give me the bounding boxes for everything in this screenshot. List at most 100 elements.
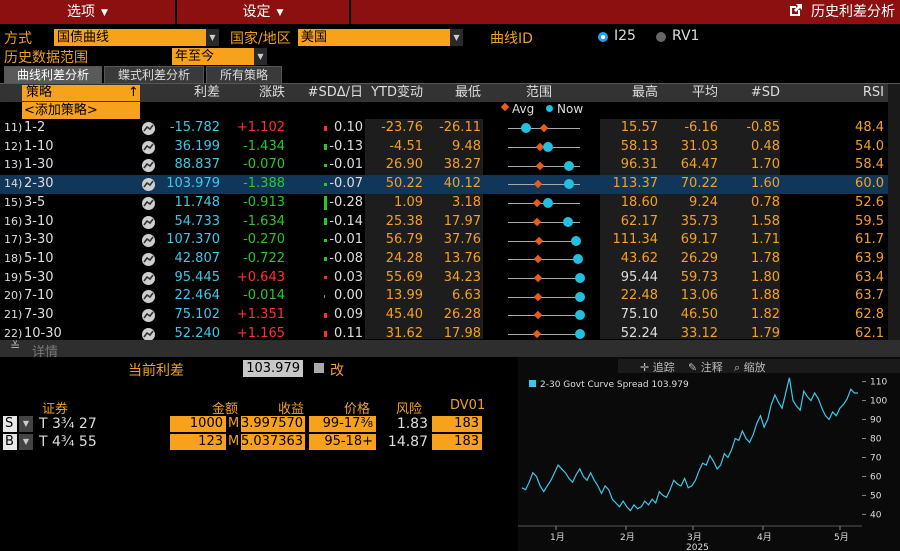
range-now-marker [564,160,575,171]
options-menu[interactable]: 选项 ▼ [0,0,175,24]
range-avg-marker [536,161,545,170]
chart-trend-icon[interactable] [142,290,155,304]
table-row[interactable]: 18) 5-10 42.807 -0.722 -0.08 24.28 13.76 43.62 2… [0,250,888,269]
table-row[interactable]: 22) 10-30 52.240 +1.165 0.11 31.62 17.98 52.24 3… [0,325,888,341]
col-low[interactable]: 最低 [454,85,481,100]
table-row[interactable]: 13) 1-30 88.837 -0.070 -0.01 26.90 38.27 96.31 6… [0,156,888,175]
table-row[interactable]: 17) 3-30 107.370 -0.270 -0.01 56.79 37.76 111.3… [0,231,888,250]
col-price: 价格 [344,402,371,417]
col-ytd[interactable]: YTD变动 [371,85,423,100]
add-strategy-button[interactable]: <添加策略> [22,102,140,119]
spread-value: 11.748 [174,194,221,210]
ytd-value: 13.99 [385,288,423,304]
leg-amount-input[interactable]: 1000 [170,416,226,432]
chart-trend-icon[interactable] [142,196,155,210]
sd-day-value: 0.00 [334,288,363,304]
chevron-down-icon[interactable]: ▼ [19,416,33,432]
high-value: 15.57 [620,120,658,135]
col-avg[interactable]: 平均 [691,85,718,100]
chevron-down-icon[interactable]: ▼ [19,434,33,450]
leg-yield-input[interactable]: 5.037363 [241,434,305,450]
leg-price-input[interactable]: 95-18+ [309,434,376,450]
leg-amount-input[interactable]: 123 [170,434,226,450]
tab-all-strategies[interactable]: 所有策略 [206,66,282,83]
ytd-value: 31.62 [385,325,423,341]
chart-trend-icon[interactable] [142,178,155,192]
col-high[interactable]: 最高 [631,85,658,100]
row-number: 12) [4,139,23,153]
range-now-marker [542,142,553,153]
settings-menu[interactable]: 设定 ▼ [177,0,349,24]
table-row[interactable]: 12) 1-10 36.199 -1.434 -0.13 -4.51 9.48 58.13 31… [0,138,888,157]
table-row[interactable]: 21) 7-30 75.102 +1.351 0.09 45.40 26.28 75.10 46… [0,306,888,325]
detail-toggle[interactable]: 详情 [32,345,59,360]
rsi-value: 61.7 [855,232,884,248]
country-dropdown[interactable]: 美国 [298,29,450,46]
col-sd[interactable]: #SD [750,85,780,100]
col-sd-day[interactable]: #SDΔ/日 [307,85,363,100]
leg-dv01-input[interactable]: 183 [432,434,482,450]
spread-value: 95.445 [174,269,221,285]
spread-chart[interactable]: 2-30 Govt Curve Spread 103.979 40 50 60 70 80… [518,370,900,551]
strategy-name: 1-10 [24,138,54,154]
leg-dv01-input[interactable]: 183 [432,416,482,432]
title-launch[interactable]: 历史利差分析 [750,0,899,24]
col-range[interactable]: 范围 [526,85,553,100]
table-scrollbar[interactable] [888,84,900,340]
edit-checkbox[interactable] [314,363,324,373]
col-strategy[interactable]: 策略 [26,85,53,100]
table-row[interactable]: 20) 7-10 22.464 -0.014 0.00 13.99 6.63 22.48 13.… [0,287,888,306]
legend-avg-marker [500,102,510,112]
col-change[interactable]: 涨跌 [258,85,285,100]
strategy-name: 5-30 [24,269,54,285]
table-row[interactable]: 19) 5-30 95.445 +0.643 0.03 55.69 34.23 95.44 59… [0,269,888,288]
chart-trend-icon[interactable] [142,215,155,229]
sd-value: 0.48 [751,138,780,154]
settings-label: 设定 [242,4,271,20]
spread-value: 42.807 [174,250,221,266]
range-line [508,334,580,336]
col-rsi[interactable]: RSI [862,85,884,100]
chart-trend-icon[interactable] [142,140,155,154]
chart-annotate-tool[interactable]: ✎ 注释 [688,359,723,375]
radio-rv1[interactable] [656,32,666,42]
range-avg-marker [533,292,543,301]
method-dropdown[interactable]: 国债曲线 [54,29,206,46]
tab-curve-spread[interactable]: 曲线利差分析 [4,66,102,83]
leg-side-selector[interactable]: S [3,416,17,432]
range-line [508,277,580,279]
chart-trend-icon[interactable] [142,309,155,322]
sd-change-bar [324,239,327,243]
chevron-down-icon[interactable]: ▼ [254,48,267,65]
high-value: 62.17 [620,213,658,229]
leg-price-input[interactable]: 99-17⅜ [309,416,376,432]
chart-trend-icon[interactable] [142,271,155,285]
sd-change-bar [324,276,327,280]
leg-side-selector[interactable]: B [3,434,17,450]
table-row[interactable]: 14) 2-30 103.979 -1.388 -0.07 50.22 40.12 113.3… [0,175,888,194]
chevron-down-icon[interactable]: ▼ [206,29,219,46]
sd-day-value: -0.28 [329,194,363,210]
leg-amount-unit: M [228,416,240,431]
leg-yield-input[interactable]: 3.997570 [241,416,305,432]
history-dropdown[interactable]: 年至今 [172,48,254,65]
table-row[interactable]: 11) 1-2 -15.782 +1.102 0.10 -23.76 -26.11 15.57… [0,119,888,138]
tab-butterfly-spread[interactable]: 蝶式利差分析 [104,66,204,83]
col-spread[interactable]: 利差 [193,85,220,100]
ytd-low-band [365,119,483,339]
table-row[interactable]: 16) 3-10 54.733 -1.634 -0.14 25.38 17.97 62.17 3… [0,213,888,232]
chart-trend-icon[interactable] [142,234,155,248]
chart-trend-icon[interactable] [142,122,155,135]
chart-trend-icon[interactable] [142,327,155,341]
spread-value: 88.837 [174,157,221,173]
chart-track-tool[interactable]: ✛ 追踪 [640,359,675,375]
table-row[interactable]: 15) 3-5 11.748 -0.913 -0.28 1.09 3.18 18.60 9.24… [0,194,888,213]
chart-trend-icon[interactable] [142,159,155,173]
sort-arrow-icon[interactable]: ↑ [128,85,139,100]
chevron-down-icon[interactable]: ▼ [450,29,463,46]
radio-i25[interactable] [598,32,608,42]
chart-zoom-tool[interactable]: ⌕ 缩放 [734,359,766,375]
collapse-chevron-icon[interactable]: ≚ [10,339,21,353]
chart-trend-icon[interactable] [142,252,155,266]
strategy-name: 2-30 [24,176,54,192]
